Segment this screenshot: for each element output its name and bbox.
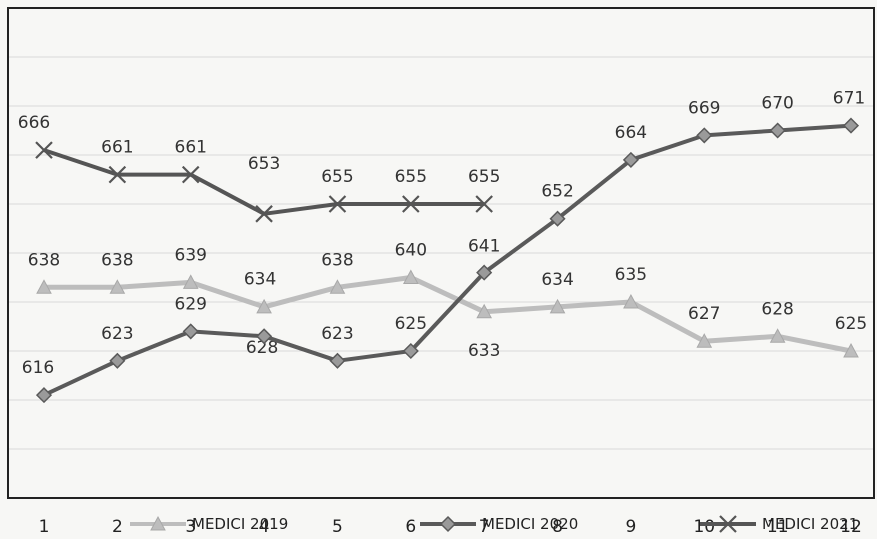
data-point [843, 342, 859, 358]
data-point [182, 323, 199, 340]
data-label: 655 [468, 167, 500, 187]
data-label: 625 [835, 314, 867, 334]
data-label: 655 [395, 167, 427, 187]
data-point [109, 352, 126, 369]
data-point [255, 205, 273, 223]
data-point [769, 328, 786, 343]
x-tick-label: 6 [405, 517, 416, 537]
data-point [109, 279, 126, 294]
x-tick-label: 9 [625, 517, 636, 537]
legend: MEDICI 2019 MEDICI 2020 MEDICI 2021 [130, 515, 858, 533]
data-point [696, 333, 713, 348]
data-label: 638 [101, 250, 133, 270]
x-tick-label: 4 [259, 517, 270, 537]
data-point [769, 122, 786, 139]
data-point [329, 279, 346, 294]
data-point [329, 352, 346, 369]
data-label: 661 [175, 138, 207, 158]
series-medici-2020: 616 623 629 634 623 625 641 652 664 669 670 671 [22, 89, 865, 404]
x-tick-label: 1 [39, 517, 50, 537]
data-label: 661 [101, 138, 133, 158]
data-label: 652 [541, 182, 573, 202]
legend-item: MEDICI 2020 [420, 515, 578, 533]
data-label: 633 [468, 341, 500, 361]
data-label: 627 [688, 304, 720, 324]
legend-label: MEDICI 2020 [482, 515, 578, 533]
x-tick-label: 8 [552, 517, 563, 537]
data-point [622, 151, 639, 168]
legend-label: MEDICI 2019 [192, 515, 288, 533]
data-point [842, 117, 860, 134]
data-label: 664 [615, 123, 647, 143]
data-label: 634 [244, 269, 276, 289]
data-point [328, 195, 347, 213]
series-line [43, 123, 852, 397]
plot-frame [7, 7, 875, 499]
data-point [35, 387, 53, 404]
data-point [36, 279, 52, 294]
data-point [696, 127, 713, 144]
data-point [182, 274, 199, 289]
data-point [256, 328, 273, 345]
data-label: 635 [615, 265, 647, 285]
x-tick-label: 11 [767, 517, 789, 537]
legend-label: MEDICI 2021 [762, 515, 858, 533]
data-label: 640 [395, 241, 427, 261]
x-tick-label: 5 [332, 517, 343, 537]
legend-item: MEDICI 2021 [700, 515, 858, 533]
data-point [108, 165, 127, 184]
data-label: 639 [175, 245, 207, 265]
data-label: 666 [18, 113, 50, 133]
data-label: 623 [321, 324, 353, 344]
data-label: 655 [321, 167, 353, 187]
data-label: 638 [28, 250, 60, 270]
data-point [475, 195, 493, 213]
data-point [719, 515, 737, 533]
legend-item: MEDICI 2019 [130, 515, 288, 533]
data-point [549, 210, 566, 227]
data-point [476, 264, 493, 281]
x-tick-label: 2 [112, 517, 123, 537]
x-axis-ticks: 1 2 3 4 5 6 7 8 9 10 11 12 [39, 517, 862, 537]
data-point [623, 293, 639, 309]
series-medici-2021: 666 661 661 653 655 655 655 [18, 113, 500, 223]
data-point [181, 165, 200, 184]
data-label: 628 [761, 299, 793, 319]
x-tick-label: 7 [479, 517, 490, 537]
data-label: 670 [761, 94, 793, 114]
data-label: 653 [248, 154, 280, 174]
data-point [402, 342, 419, 360]
data-point [476, 303, 493, 319]
data-point [402, 269, 419, 284]
data-label: 625 [395, 314, 427, 334]
data-point [256, 298, 272, 314]
data-label: 623 [101, 324, 133, 344]
data-point [35, 141, 53, 159]
data-label: 641 [468, 237, 500, 257]
data-label: 638 [321, 250, 353, 270]
data-point [439, 515, 457, 533]
data-label: 669 [688, 98, 720, 118]
data-point [150, 515, 166, 531]
data-label: 628 [246, 338, 278, 358]
gridlines [8, 7, 874, 499]
data-label: 616 [22, 358, 54, 378]
data-label: 629 [175, 294, 207, 314]
data-label: 634 [541, 270, 573, 290]
series-medici-2019: 638 638 639 628 638 640 633 634 635 627 628 625 [28, 241, 867, 361]
x-tick-label: 3 [185, 517, 196, 537]
data-point [402, 195, 420, 213]
series-line [44, 275, 852, 354]
data-point [549, 298, 566, 314]
x-tick-label: 12 [840, 517, 862, 537]
x-tick-label: 10 [693, 517, 715, 537]
data-label: 671 [833, 89, 865, 109]
